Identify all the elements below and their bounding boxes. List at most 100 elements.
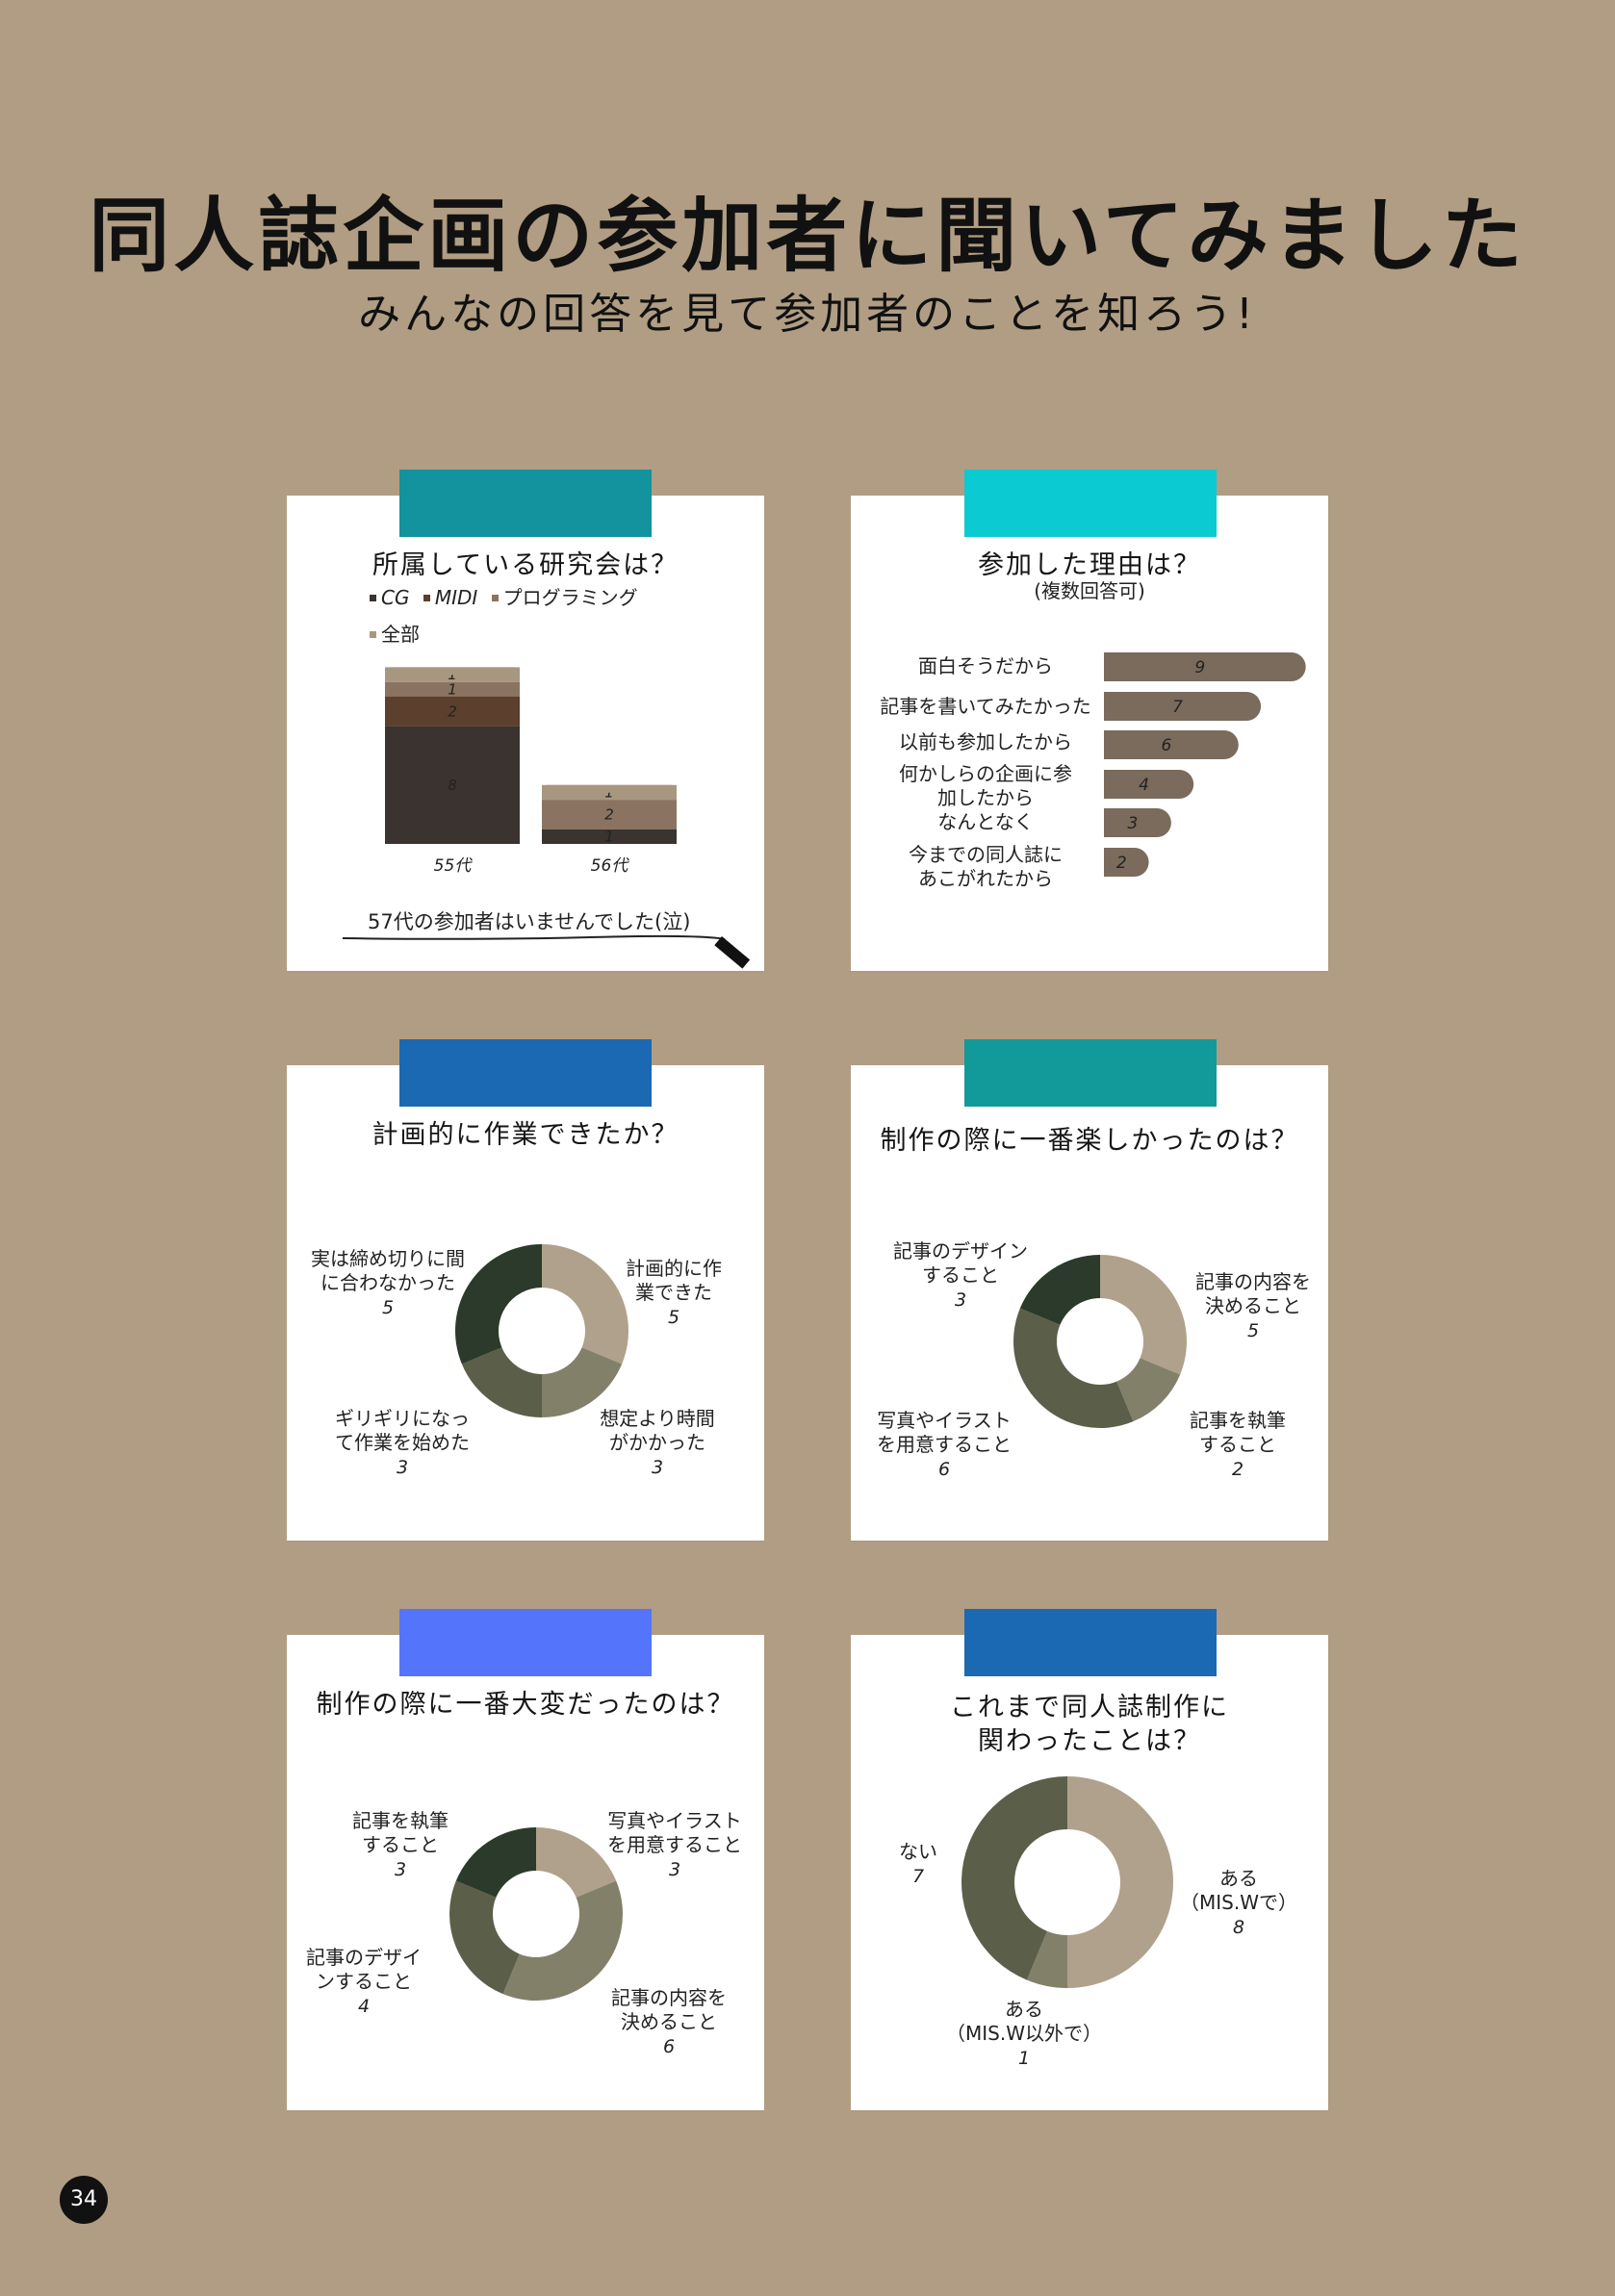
bar-segment (385, 681, 520, 697)
slice-value: 6 (663, 2036, 675, 2057)
slice-label: ない (899, 1840, 937, 1863)
slice-value: 2 (1232, 1459, 1243, 1480)
slice-value: 3 (397, 1457, 408, 1478)
legend-item-programming: プログラミング (491, 586, 638, 609)
slice-label: 実は締め切りに間 (311, 1247, 465, 1270)
card-subtitle: (複数回答可) (1034, 579, 1145, 602)
legend-item-midi: MIDI (423, 586, 477, 609)
donut-slice (542, 1244, 628, 1365)
donut-slice (502, 1880, 623, 2001)
chart-legend: CG MIDI プログラミング (370, 582, 646, 610)
card-title: 計画的に作業できたか？ (372, 1120, 679, 1150)
legend-swatch (370, 594, 376, 601)
bar-value-label: 1 (448, 680, 457, 698)
slice-label: ある (1005, 1998, 1043, 2021)
slice-value: 3 (395, 1859, 406, 1880)
slice-label: すること (362, 1833, 439, 1856)
slice-label: 記事を執筆 (1190, 1409, 1286, 1432)
donut-slice (449, 1880, 520, 1995)
slice-label: 記事を執筆 (352, 1809, 449, 1832)
slice-value: 4 (358, 1996, 370, 2017)
slice-label: て作業を始めた (335, 1431, 470, 1454)
pencil-icon (714, 936, 751, 969)
bar-cap (385, 667, 520, 676)
page-number: 34 (60, 2176, 108, 2224)
legend-swatch (370, 630, 376, 638)
category-label: 56代 (591, 856, 630, 876)
legend-label: MIDI (434, 586, 478, 609)
slice-value: 3 (652, 1457, 663, 1478)
slice-label: すること (1199, 1433, 1276, 1456)
donut-slice (1019, 1255, 1100, 1325)
bar-value-label: 1 (604, 828, 614, 845)
slice-value: 5 (668, 1307, 679, 1328)
card-most-fun: 制作の際に一番楽しかったのは？ 記事の内容を 決めること 5 記事を執筆 すること 2 写真… (851, 1065, 1328, 1541)
card-hardest: 制作の際に一番大変だったのは？ 写真やイラスト を用意すること 3 記事の内容を 決める… (287, 1635, 764, 2110)
slice-value: 7 (912, 1866, 924, 1887)
slice-label: 想定より時間 (600, 1407, 715, 1430)
category-label: あこがれたから (918, 867, 1053, 890)
slice-value: 6 (938, 1459, 950, 1480)
donut-slice (1026, 1930, 1067, 1988)
slice-label: を用意すること (877, 1433, 1012, 1456)
underline-stroke (342, 934, 726, 940)
legend-label: 全部 (381, 623, 420, 646)
donut-slice (455, 1244, 542, 1365)
category-label: 加したから (937, 786, 1034, 809)
category-label: 面白そうだから (918, 654, 1053, 677)
donut-slice (542, 1347, 623, 1417)
bar-value-label: 4 (1139, 776, 1149, 795)
chart-c4: 記事の内容を決めること5記事を執筆すること2写真やイラストを用意すること6記事の… (877, 1239, 1311, 1480)
bar (1104, 770, 1194, 799)
legend-label: CG (381, 586, 410, 609)
card-title: 参加した理由は？ (978, 550, 1201, 580)
slice-value: 3 (669, 1859, 680, 1880)
slice-label: （MIS.W以外で） (946, 2022, 1102, 2045)
card-reasons: 参加した理由は？ (複数回答可) 9 7 6 4 3 2 面白そうだから 記事を書いてみたかっ… (851, 496, 1328, 971)
slice-label: 記事のデザイン (893, 1239, 1028, 1263)
bar (1104, 652, 1306, 681)
donut-slice (1116, 1358, 1181, 1422)
category-label: なんとなく (937, 810, 1033, 833)
bar-segment (542, 829, 677, 844)
bar (1104, 730, 1239, 759)
page-subtitle: みんなの回答を見て参加者のことを知ろう! (358, 290, 1257, 339)
slice-value: 1 (1018, 2048, 1030, 2069)
donut-slice (1013, 1308, 1134, 1428)
chart-legend-row2: 全部 (370, 619, 427, 647)
category-label: 55代 (434, 856, 474, 876)
category-label: 今までの同人誌に (909, 843, 1063, 866)
slice-value: 3 (955, 1289, 966, 1311)
chart-c2: 9 76 43 2 面白そうだから記事を書いてみたかった以前も参加したから何かしらの企画… (880, 652, 1306, 890)
slice-label: を用意すること (607, 1833, 742, 1856)
donut-slice (961, 1776, 1067, 1980)
bar-value-label: 6 (1161, 736, 1171, 755)
legend-item-cg: CG (370, 586, 409, 609)
bar-value-label: 2 (448, 702, 457, 720)
bar-value-label: 7 (1172, 698, 1183, 717)
bar-value-label: 3 (1128, 814, 1139, 833)
slice-label: 写真やイラスト (607, 1809, 742, 1832)
donut-slice (1067, 1776, 1173, 1988)
category-label: 記事を書いてみたかった (880, 695, 1090, 718)
tape-decoration (964, 1609, 1217, 1676)
tape-decoration (964, 1039, 1217, 1107)
slice-label: ンすること (316, 1970, 412, 1993)
category-label: 以前も参加したから (899, 730, 1072, 753)
note-text: 57代の参加者はいませんでした(泣) (368, 910, 691, 933)
slice-label: ある (1219, 1867, 1258, 1890)
slice-label: 計画的に作 (626, 1257, 722, 1280)
legend-swatch (423, 594, 430, 601)
slice-label: すること (922, 1263, 999, 1287)
tape-decoration (399, 1609, 652, 1676)
category-label: 何かしらの企画に参 (899, 762, 1072, 785)
legend-label: プログラミング (502, 586, 638, 609)
bar (1104, 808, 1171, 837)
slice-label: 写真やイラスト (877, 1409, 1012, 1432)
bar-value-label: 8 (448, 777, 457, 794)
bar-segment (385, 697, 520, 727)
card-planning: 計画的に作業できたか？ 計画的に作 業できた 5 想定より時間 がかかった 3 ギリギリにな… (287, 1065, 764, 1541)
slice-label: 記事の内容を (1195, 1270, 1311, 1293)
